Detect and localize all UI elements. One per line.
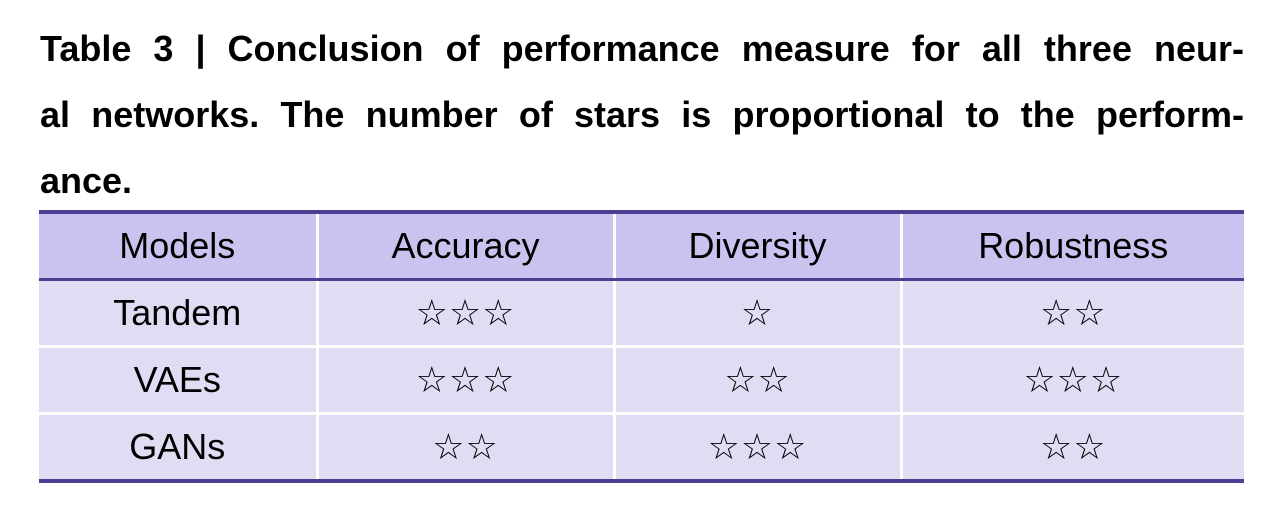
caption-line-1: Table 3 | Conclusion of performance meas…	[40, 28, 1244, 69]
star-rating: ☆☆	[1040, 296, 1107, 332]
star-icon: ☆	[1023, 360, 1057, 401]
robustness-rating-cell: ☆☆	[899, 279, 1244, 347]
performance-table: Models Accuracy Diversity Robustness Tan…	[39, 210, 1244, 483]
accuracy-rating-cell: ☆☆	[315, 412, 616, 481]
star-icon: ☆	[432, 427, 466, 468]
table-header-row: Models Accuracy Diversity Robustness	[39, 212, 1244, 281]
header-accuracy: Accuracy	[315, 212, 616, 281]
star-icon: ☆	[774, 427, 808, 468]
star-icon: ☆	[740, 293, 775, 334]
star-rating: ☆☆☆	[1023, 363, 1123, 399]
star-icon: ☆	[1039, 427, 1074, 468]
star-icon: ☆	[448, 293, 483, 334]
star-icon: ☆	[757, 360, 791, 401]
star-icon: ☆	[707, 427, 741, 468]
diversity-rating-cell: ☆☆	[612, 345, 903, 414]
star-rating: ☆☆☆	[416, 296, 516, 332]
star-icon: ☆	[482, 360, 516, 401]
header-diversity: Diversity	[612, 212, 903, 281]
diversity-rating-cell: ☆☆☆	[612, 412, 903, 481]
star-icon: ☆	[465, 427, 499, 468]
caption-line-3: ance.	[40, 160, 133, 201]
accuracy-rating-cell: ☆☆☆	[315, 345, 616, 414]
model-name-cell: Tandem	[39, 279, 319, 347]
header-robustness: Robustness	[899, 212, 1244, 281]
model-name-cell: VAEs	[39, 345, 319, 414]
table-caption: Table 3 | Conclusion of performance meas…	[40, 16, 1244, 214]
table-row: Tandem ☆☆☆ ☆ ☆☆	[39, 279, 1244, 347]
star-icon: ☆	[1073, 427, 1107, 468]
star-rating: ☆☆☆	[416, 363, 516, 399]
table-row: VAEs ☆☆☆ ☆☆ ☆☆☆	[39, 345, 1244, 414]
star-icon: ☆	[482, 293, 516, 334]
star-rating: ☆☆	[432, 430, 499, 466]
table-row: GANs ☆☆ ☆☆☆ ☆☆	[39, 412, 1244, 481]
robustness-rating-cell: ☆☆	[899, 412, 1244, 481]
star-icon: ☆	[724, 360, 758, 401]
star-icon: ☆	[415, 293, 449, 334]
accuracy-rating-cell: ☆☆☆	[315, 279, 616, 347]
star-icon: ☆	[1073, 293, 1107, 334]
header-models: Models	[39, 212, 319, 281]
model-name-cell: GANs	[39, 412, 319, 481]
star-rating: ☆☆	[1040, 430, 1107, 466]
star-rating: ☆☆	[724, 363, 791, 399]
star-icon: ☆	[1056, 360, 1090, 401]
star-rating: ☆	[741, 296, 774, 332]
star-icon: ☆	[1089, 360, 1124, 401]
robustness-rating-cell: ☆☆☆	[899, 345, 1244, 414]
star-icon: ☆	[740, 427, 775, 468]
diversity-rating-cell: ☆	[612, 279, 903, 347]
caption-line-2: al networks. The number of stars is prop…	[40, 94, 1244, 135]
star-icon: ☆	[415, 360, 449, 401]
star-icon: ☆	[1039, 293, 1074, 334]
star-rating: ☆☆☆	[708, 430, 808, 466]
star-icon: ☆	[448, 360, 483, 401]
performance-table-container: Models Accuracy Diversity Robustness Tan…	[39, 210, 1244, 483]
